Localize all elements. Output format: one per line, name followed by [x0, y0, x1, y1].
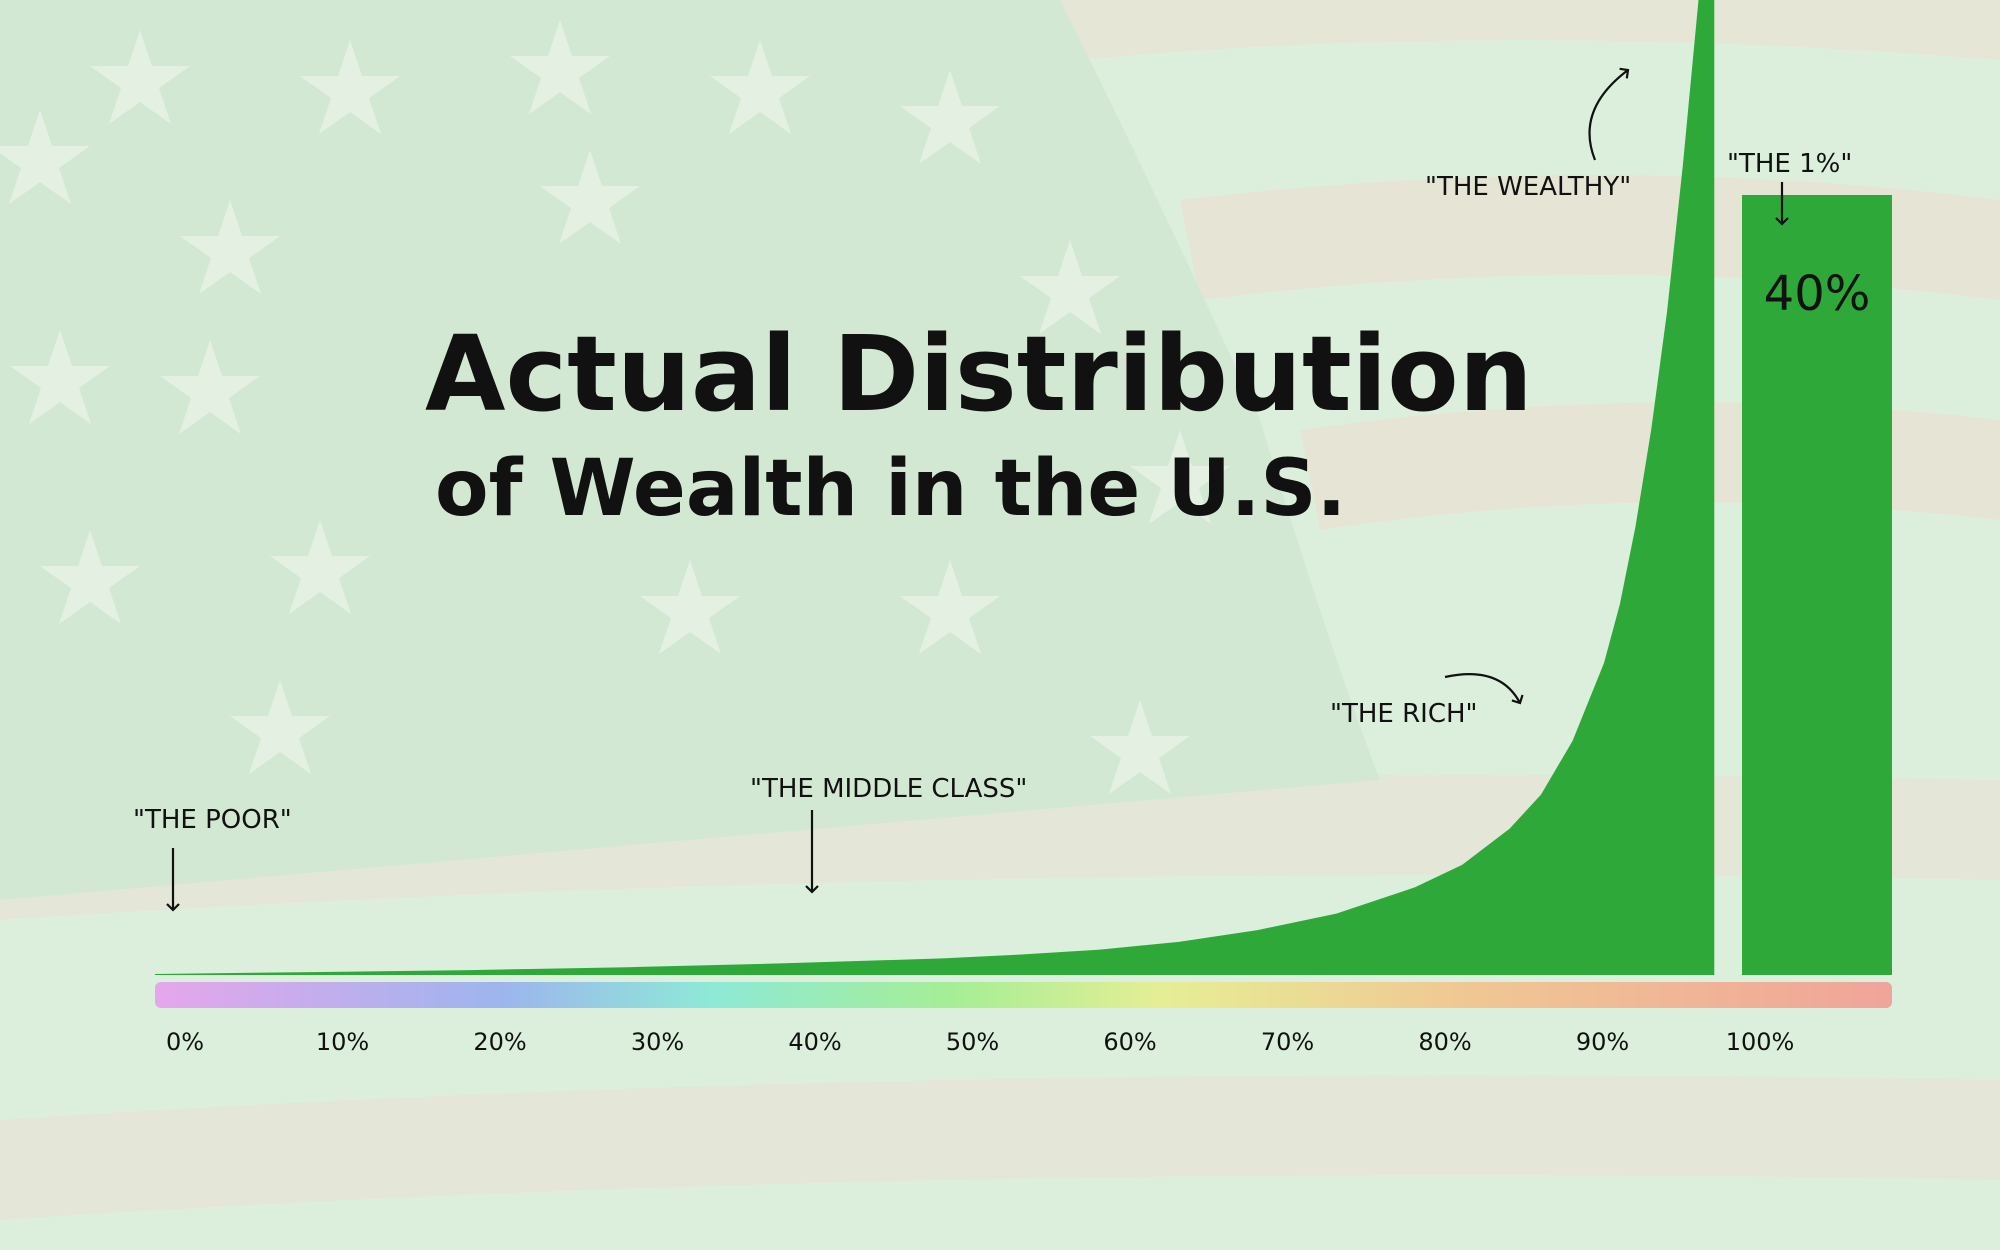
annotation-the-poor: "THE POOR" — [133, 805, 292, 835]
annotation-the-middle-class: "THE MIDDLE CLASS" — [750, 774, 1027, 804]
chart-subtitle: of Wealth in the U.S. — [435, 444, 1346, 534]
x-axis-spectrum-bar — [155, 982, 1892, 1008]
x-tick-label: 80% — [1418, 1028, 1471, 1056]
annotation-the-rich: "THE RICH" — [1330, 699, 1477, 729]
curved-arrow-icon — [1588, 67, 1630, 161]
x-tick-label: 60% — [1103, 1028, 1156, 1056]
top-1-percent-value-label: 40% — [1764, 266, 1871, 322]
x-tick-label: 50% — [946, 1028, 999, 1056]
top-1-percent-bar — [1742, 195, 1892, 975]
annotation-the-wealthy: "THE WEALTHY" — [1425, 172, 1631, 202]
x-tick-label: 100% — [1726, 1028, 1795, 1056]
wealth-area — [155, 0, 1715, 975]
x-tick-label: 30% — [631, 1028, 684, 1056]
star-icons — [0, 20, 1230, 794]
annotations: "THE POOR" "THE MIDDLE CLASS" "THE RICH"… — [133, 67, 1852, 912]
x-tick-label: 90% — [1576, 1028, 1629, 1056]
x-tick-label: 40% — [788, 1028, 841, 1056]
x-tick-labels: 0% 10% 20% 30% 40% 50% 60% 70% 80% 90% 100% — [166, 1028, 1794, 1056]
curved-arrow-icon — [1444, 673, 1524, 705]
x-tick-label: 0% — [166, 1028, 204, 1056]
x-tick-label: 10% — [316, 1028, 369, 1056]
x-tick-label: 20% — [473, 1028, 526, 1056]
x-tick-label: 70% — [1261, 1028, 1314, 1056]
chart-title: Actual Distribution — [425, 313, 1533, 435]
annotation-the-1-percent: "THE 1%" — [1727, 149, 1852, 179]
